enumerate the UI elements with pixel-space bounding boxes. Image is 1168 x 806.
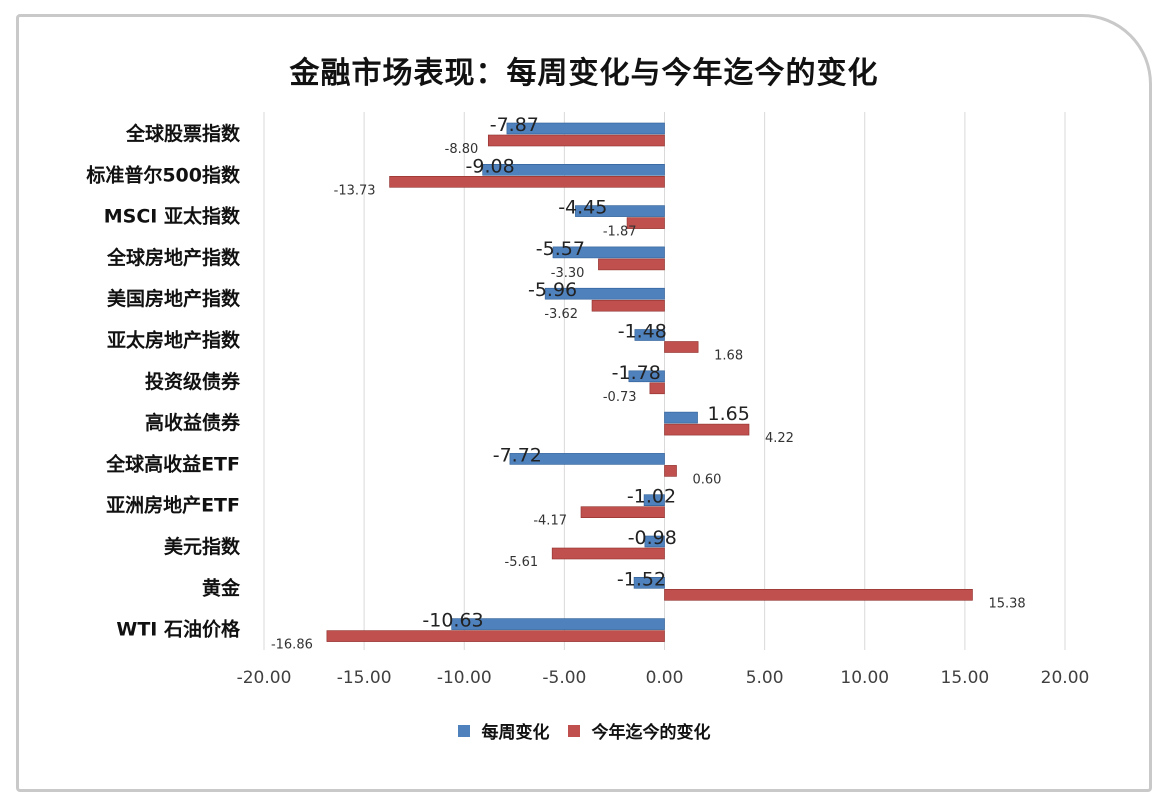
bar-ytd (326, 630, 665, 642)
data-label-weekly: -10.63 (422, 610, 483, 632)
category-label: MSCI 亚太指数 (104, 205, 241, 228)
category-label: 全球房地产指数 (106, 246, 241, 269)
bar-ytd (664, 341, 699, 353)
category-label: 亚洲房地产ETF (106, 494, 240, 517)
data-label-ytd: -3.30 (551, 266, 585, 281)
bar-ytd (664, 465, 677, 477)
bar-weekly (644, 535, 665, 548)
data-label-weekly: -5.96 (528, 279, 577, 301)
bar-weekly (506, 122, 665, 135)
bar-ytd (649, 382, 665, 395)
x-tick-label: 10.00 (840, 668, 889, 688)
bar-ytd (591, 299, 665, 312)
data-label-weekly: -7.87 (490, 114, 539, 136)
chart-title: 金融市场表现：每周变化与今年迄今的变化 (289, 56, 879, 91)
data-label-ytd: 1.68 (714, 349, 743, 364)
data-label-ytd: -16.86 (271, 638, 313, 653)
data-label-ytd: -8.80 (445, 142, 479, 157)
category-label: 全球股票指数 (125, 122, 241, 145)
category-label: 黄金 (202, 576, 241, 599)
bar-weekly (451, 618, 665, 630)
legend-label-ytd: 今年迄今的变化 (591, 723, 711, 743)
data-label-weekly: -4.45 (558, 197, 607, 219)
category-label: 投资级债券 (145, 370, 241, 393)
data-label-weekly: -1.52 (617, 568, 666, 590)
x-tick-label: 5.00 (746, 668, 784, 688)
bar-weekly (509, 453, 665, 465)
data-label-weekly: -9.08 (466, 155, 515, 177)
legend-swatch-ytd (567, 724, 580, 737)
bar-ytd (626, 217, 665, 229)
category-label: WTI 石油价格 (116, 618, 241, 641)
x-tick-labels: -20.00 -15.00 -10.00 -5.00 0.00 5.00 10.00 15.0… (237, 668, 1090, 688)
x-tick-label: -15.00 (337, 668, 392, 688)
legend-item-ytd: 今年迄今的变化 (567, 718, 711, 743)
data-label-weekly: 1.65 (708, 403, 750, 425)
x-tick-label: -5.00 (542, 668, 586, 688)
data-label-weekly: -1.02 (627, 486, 676, 508)
bar-weekly (643, 494, 665, 507)
x-tick-label: 15.00 (941, 668, 990, 688)
bar-weekly (544, 287, 665, 300)
data-label-ytd: 0.60 (693, 472, 722, 487)
x-tick-label: 20.00 (1041, 668, 1090, 688)
bar-ytd (551, 547, 665, 560)
bar-ytd (664, 423, 750, 436)
data-label-ytd: -0.73 (603, 390, 637, 405)
data-label-weekly: -1.48 (618, 321, 667, 343)
x-tick-label: -20.00 (237, 668, 292, 688)
category-label: 全球高收益ETF (105, 452, 240, 475)
x-tick-label: -10.00 (437, 668, 492, 688)
legend-label-weekly: 每周变化 (481, 723, 550, 743)
bars (326, 122, 973, 642)
bar-ytd (487, 134, 665, 147)
data-label-weekly: -0.98 (628, 527, 677, 549)
bar-weekly (552, 246, 665, 259)
bar-weekly (575, 205, 665, 217)
data-label-ytd: 15.38 (988, 596, 1025, 611)
category-label: 美国房地产指数 (107, 287, 241, 310)
bar-weekly (482, 164, 665, 176)
bar-ytd (389, 176, 665, 188)
data-label-ytd: -4.17 (533, 514, 567, 529)
legend: 每周变化 今年迄今的变化 (0, 718, 1168, 743)
bar-weekly (634, 329, 665, 341)
bar-weekly (628, 370, 665, 383)
data-label-ytd: -13.73 (334, 183, 376, 198)
data-label-ytd: -5.61 (505, 555, 539, 570)
data-label-weekly: -7.72 (493, 444, 542, 466)
category-label: 高收益债券 (145, 411, 241, 434)
x-tick-label: 0.00 (646, 668, 684, 688)
legend-swatch-weekly (457, 724, 470, 737)
grid-lines (263, 112, 1066, 650)
bar-weekly (633, 576, 665, 589)
data-label-weekly: -1.78 (612, 362, 661, 384)
data-label-ytd: -3.62 (544, 307, 578, 322)
category-label: 美元指数 (164, 535, 241, 558)
data-label-ytd: 4.22 (765, 431, 794, 446)
data-label-weekly: -5.57 (536, 238, 585, 260)
data-label-ytd: -1.87 (603, 225, 637, 240)
data-labels: -7.87 -8.80-9.08 -13.73 -4.45 -1.87 -5.57 -3.3… (271, 114, 1026, 653)
bar-ytd (598, 258, 665, 271)
bar-ytd (580, 506, 665, 519)
bar-ytd (664, 588, 973, 601)
legend-item-weekly: 每周变化 (457, 718, 550, 743)
bar-weekly (664, 411, 698, 424)
category-label: 标准普尔500指数 (86, 163, 241, 186)
category-label: 亚太房地产指数 (107, 329, 241, 352)
